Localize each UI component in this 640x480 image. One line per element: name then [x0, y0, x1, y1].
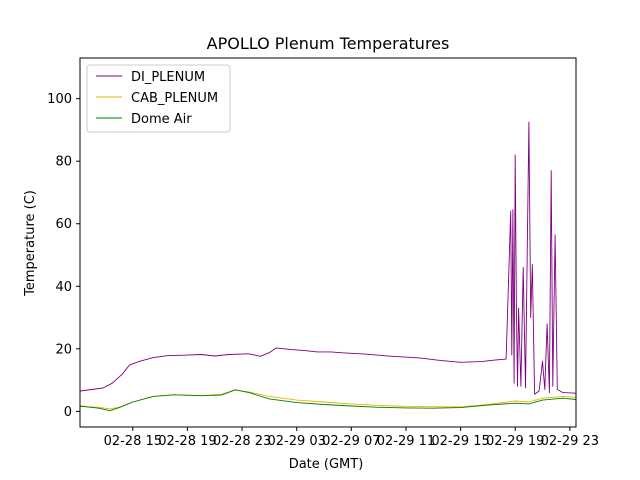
y-axis: 0 20 40 60 80 100: [47, 92, 80, 420]
series-layer: [80, 121, 576, 412]
series-line-di-plenum: [80, 121, 576, 395]
series-line-dome-air: [80, 389, 576, 412]
chart-title: APOLLO Plenum Temperatures: [207, 34, 450, 53]
x-tick-label: 02-29 07: [322, 434, 380, 449]
y-tick-label: 40: [55, 280, 72, 295]
x-axis-label: Date (GMT): [289, 457, 364, 472]
plot-frame: [79, 57, 577, 428]
y-tick-label: 0: [64, 405, 72, 420]
x-tick-label: 02-29 15: [431, 434, 489, 449]
legend-box: [86, 64, 231, 133]
x-tick-label: 02-28 19: [158, 434, 216, 449]
x-tick-label: 02-29 23: [541, 434, 599, 449]
x-tick-label: 02-29 03: [267, 434, 325, 449]
y-tick-label: 20: [55, 342, 72, 357]
x-tick-label: 02-28 23: [213, 434, 271, 449]
y-tick-label: 100: [47, 92, 72, 107]
y-axis-label: Temperature (C): [23, 190, 38, 297]
series-line-cab-plenum: [80, 389, 576, 410]
legend-label-cab-plenum: CAB_PLENUM: [131, 91, 218, 106]
legend-label-di-plenum: DI_PLENUM: [131, 70, 205, 85]
legend-label-dome-air: Dome Air: [131, 112, 192, 127]
x-tick-label: 02-28 15: [104, 434, 162, 449]
y-tick-label: 80: [55, 155, 72, 170]
legend: DI_PLENUM CAB_PLENUM Dome Air: [86, 64, 231, 133]
y-tick-label: 60: [55, 217, 72, 232]
x-tick-label: 02-29 19: [486, 434, 544, 449]
x-tick-label: 02-29 11: [377, 434, 435, 449]
